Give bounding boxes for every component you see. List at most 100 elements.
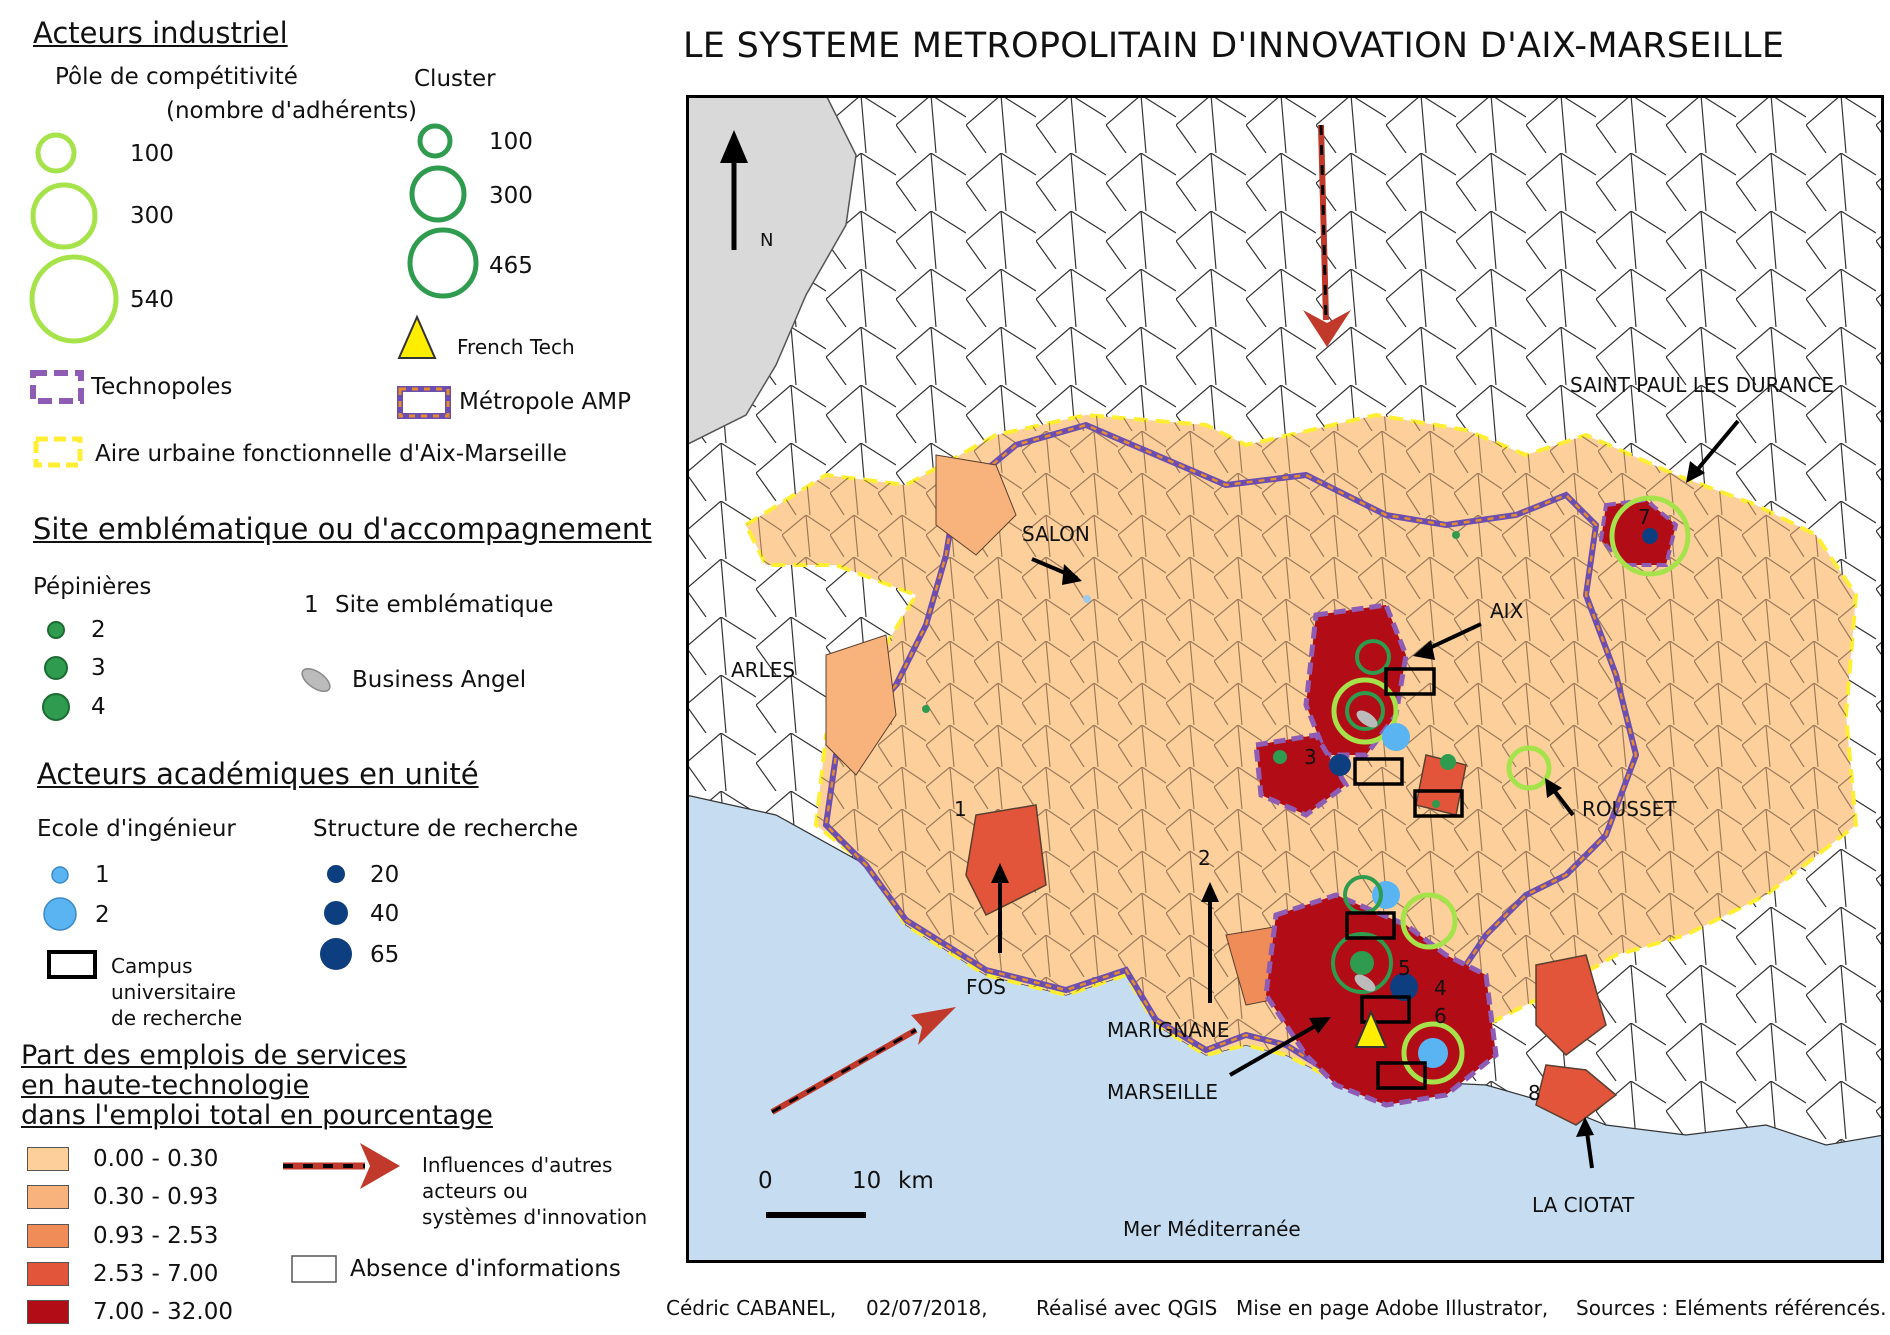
- aire-urbaine-swatch: [33, 436, 83, 468]
- site-number-2: 2: [1198, 846, 1211, 870]
- class-label-2: 0.93 - 2.53: [93, 1223, 219, 1249]
- cluster-label: Cluster: [414, 66, 496, 92]
- place-marseille: MARSEILLE: [1107, 1080, 1218, 1104]
- pole-circle-300: [30, 182, 98, 250]
- pole-circle-100: [35, 132, 77, 174]
- footer-date: 02/07/2018,: [866, 1296, 988, 1320]
- structure-value-40: 40: [370, 901, 400, 927]
- place-rousset: ROUSSET: [1582, 797, 1677, 821]
- french-tech-label: French Tech: [457, 335, 575, 359]
- pepiniere-dot-4: [42, 693, 70, 721]
- influences-label-1: Influences d'autres: [422, 1153, 613, 1177]
- employment-heading-2: en haute-technologie: [21, 1070, 310, 1101]
- sea-label: Mer Méditerranée: [1123, 1217, 1301, 1241]
- business-angel-label: Business Angel: [352, 667, 527, 693]
- technopoles-label: Technopoles: [91, 374, 233, 400]
- legend-industrial-heading: Acteurs industriel: [33, 16, 288, 50]
- map-frame: [686, 95, 1884, 1263]
- footer-tool: Réalisé avec QGIS: [1036, 1296, 1218, 1320]
- site-number-1: 1: [954, 797, 967, 821]
- pepinieres-label: Pépinières: [33, 574, 152, 600]
- ecole-value-1: 1: [95, 862, 110, 888]
- pole-circle-540: [29, 254, 119, 344]
- ecole-dot-1: [51, 866, 69, 884]
- legend-academic-heading: Acteurs académiques en unité: [37, 757, 479, 791]
- site-number-4: 4: [1434, 976, 1447, 1000]
- structure-dot-40: [324, 901, 348, 925]
- absence-label: Absence d'informations: [350, 1256, 621, 1282]
- legend-symbols: [29, 123, 479, 1283]
- class-label-4: 7.00 - 32.00: [93, 1299, 233, 1325]
- influences-label-3: systèmes d'innovation: [422, 1205, 648, 1229]
- campus-label-2: universitaire: [111, 980, 236, 1004]
- pepiniere-dot-2: [47, 621, 65, 639]
- place-la-ciotat: LA CIOTAT: [1532, 1193, 1635, 1217]
- map-title: LE SYSTEME METROPOLITAIN D'INNOVATION D'…: [683, 26, 1785, 66]
- scale-ten: 10: [852, 1168, 882, 1194]
- ecole-label: Ecole d'ingénieur: [37, 816, 236, 842]
- class-label-3: 2.53 - 7.00: [93, 1261, 219, 1287]
- scale-unit: km: [898, 1168, 934, 1194]
- outside-region-grey: [686, 95, 857, 446]
- pepiniere-value-2: 2: [91, 617, 106, 643]
- technopoles-swatch: [30, 370, 84, 404]
- cluster-circle-465: [407, 227, 479, 299]
- structure-dot-65: [320, 938, 352, 970]
- french-tech-triangle-icon: [397, 314, 437, 359]
- place-fos: FOS: [966, 975, 1006, 999]
- class-swatch-4: [27, 1300, 69, 1324]
- structure-value-20: 20: [370, 862, 400, 888]
- site-number-7: 7: [1638, 505, 1651, 529]
- employment-heading-3: dans l'emploi total en pourcentage: [21, 1100, 493, 1131]
- campus-label-1: Campus: [111, 954, 193, 978]
- pole-value-100: 100: [130, 141, 174, 167]
- site-number-8: 8: [1528, 1081, 1541, 1105]
- north-label: N: [760, 230, 774, 251]
- campus-label-3: de recherche: [111, 1006, 243, 1030]
- cluster-circle-100: [417, 123, 453, 159]
- site-number-5: 5: [1398, 956, 1411, 980]
- class-label-0: 0.00 - 0.30: [93, 1146, 219, 1172]
- structure-dot-20: [327, 865, 345, 883]
- metropole-label: Métropole AMP: [459, 389, 632, 415]
- pepiniere-value-4: 4: [91, 694, 106, 720]
- business-angel-icon: [301, 667, 331, 693]
- pole-value-540: 540: [130, 287, 174, 313]
- cluster-value-100: 100: [489, 129, 533, 155]
- influences-label-2: acteurs ou: [422, 1179, 528, 1203]
- cluster-circle-300: [409, 165, 467, 223]
- footer-layout: Mise en page Adobe Illustrator,: [1236, 1296, 1549, 1320]
- absence-swatch: [291, 1255, 337, 1283]
- class-swatch-0: [27, 1147, 69, 1171]
- site-number-6: 6: [1434, 1004, 1447, 1028]
- footer-sources: Sources : Eléments référencés.: [1576, 1296, 1887, 1320]
- ecole-value-2: 2: [95, 902, 110, 928]
- class-swatch-2: [27, 1224, 69, 1248]
- pepiniere-value-3: 3: [91, 655, 106, 681]
- place-arles: ARLES: [731, 658, 796, 682]
- class-swatch-1: [27, 1185, 69, 1209]
- pole-value-300: 300: [130, 203, 174, 229]
- pole-sublabel: (nombre d'adhérents): [166, 98, 418, 124]
- structure-label: Structure de recherche: [313, 816, 579, 842]
- site-emblematique-label: Site emblématique: [335, 592, 554, 618]
- site-number-3: 3: [1304, 745, 1317, 769]
- footer-author: Cédric CABANEL,: [666, 1296, 837, 1320]
- legend-sites-heading: Site emblématique ou d'accompagnement: [33, 512, 652, 546]
- ecole-dot-2: [43, 897, 77, 931]
- cluster-value-300: 300: [489, 183, 533, 209]
- cluster-value-465: 465: [489, 253, 533, 279]
- site-emblematique-number: 1: [304, 592, 319, 618]
- metropole-swatch: [397, 386, 451, 419]
- scale-zero: 0: [758, 1168, 773, 1194]
- place-aix: AIX: [1490, 599, 1524, 623]
- pepiniere-dot-3: [44, 656, 68, 680]
- place-marignane: MARIGNANE: [1107, 1018, 1230, 1042]
- class-swatch-3: [27, 1262, 69, 1286]
- campus-swatch: [47, 950, 97, 979]
- place-salon: SALON: [1022, 522, 1090, 546]
- influence-arrow-icon: [360, 1143, 400, 1189]
- structure-value-65: 65: [370, 942, 400, 968]
- aire-urbaine-label: Aire urbaine fonctionnelle d'Aix-Marseil…: [95, 441, 567, 467]
- pole-label: Pôle de compétitivité: [55, 64, 298, 90]
